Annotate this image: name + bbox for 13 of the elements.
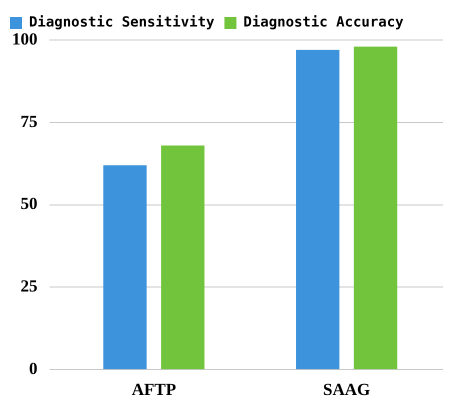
x-tick-label: SAAG — [323, 380, 370, 400]
bar — [103, 165, 147, 370]
y-tick-label: 100 — [12, 29, 38, 48]
y-tick-label: 0 — [29, 358, 38, 378]
y-tick-label: 75 — [20, 112, 38, 131]
y-tick-label: 50 — [20, 194, 38, 214]
legend-label: Diagnostic Sensitivity — [29, 14, 216, 31]
legend-label: Diagnostic Accuracy — [243, 14, 404, 31]
x-tick-label: AFTP — [132, 380, 176, 400]
bar — [354, 46, 398, 370]
y-tick-label: 25 — [20, 276, 38, 296]
bar — [296, 50, 340, 370]
bar — [161, 145, 204, 370]
